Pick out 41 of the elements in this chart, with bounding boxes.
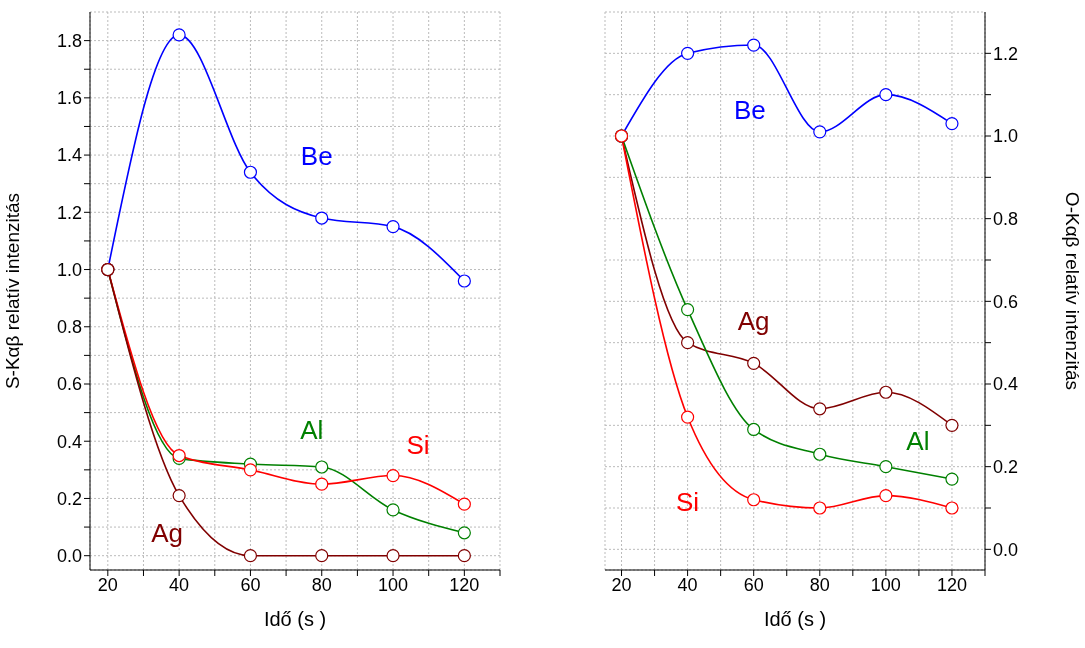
x-tick-label: 40: [677, 574, 698, 595]
x-axis-title: Idő (s ): [763, 608, 827, 630]
series-label: Al: [300, 414, 324, 445]
series-label: Be: [300, 140, 333, 171]
series-label: Si: [676, 486, 700, 517]
x-tick-label: 80: [311, 574, 332, 595]
y2-axis-title: O-Kαβ relatív intenzitás: [1062, 191, 1084, 391]
x-tick-label: 100: [870, 574, 901, 595]
x-tick-label: 20: [611, 574, 632, 595]
y-tick-label: 1.2: [56, 202, 82, 223]
series-label: Be: [733, 94, 766, 125]
y-tick-label: 0.8: [56, 317, 82, 338]
x-tick-label: 80: [809, 574, 830, 595]
series-label: Ag: [737, 306, 770, 337]
y2-tick-label: 0.0: [993, 539, 1019, 560]
series-label: Ag: [151, 518, 184, 549]
y-tick-label: 1.6: [56, 88, 82, 109]
x-tick-label: 40: [169, 574, 190, 595]
y-tick-label: 1.0: [56, 259, 82, 280]
series-label: Al: [906, 425, 930, 456]
y-tick-label: 0.6: [56, 374, 82, 395]
x-tick-label: 120: [936, 574, 967, 595]
y2-tick-label: 0.6: [993, 291, 1019, 312]
y2-tick-label: 0.2: [993, 457, 1019, 478]
y2-tick-label: 1.0: [993, 126, 1019, 147]
y-tick-label: 1.4: [56, 145, 82, 166]
y-tick-label: 1.8: [56, 31, 82, 52]
series-label: Si: [406, 430, 430, 461]
y2-tick-label: 1.2: [993, 43, 1019, 64]
x-tick-label: 20: [97, 574, 118, 595]
text: 0.0: [56, 546, 82, 567]
y2-tick-label: 0.8: [993, 209, 1019, 230]
x-tick-label: 60: [240, 574, 261, 595]
y-tick-label: 0.2: [56, 488, 82, 509]
y-tick-label: 0.4: [56, 431, 82, 452]
x-tick-label: 120: [449, 574, 480, 595]
y-axis-title: S-Kαβ relatív intenzitás: [1, 192, 23, 390]
y2-tick-label: 0.4: [993, 374, 1019, 395]
x-axis-title: Idő (s ): [263, 608, 327, 630]
x-tick-label: 60: [743, 574, 764, 595]
x-tick-label: 100: [378, 574, 409, 595]
